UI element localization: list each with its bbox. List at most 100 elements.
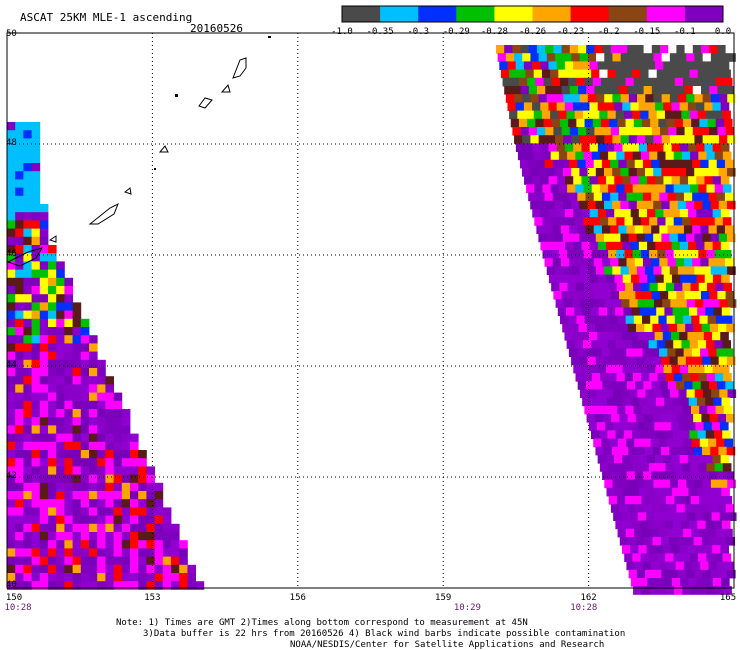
data-cell: [7, 220, 16, 229]
data-cell: [146, 581, 155, 590]
data-cell: [648, 430, 658, 439]
data-cell: [653, 299, 663, 308]
data-cell: [628, 356, 638, 366]
data-cell: [39, 400, 49, 410]
data-cell: [698, 586, 708, 595]
data-cell: [647, 397, 657, 407]
data-cell: [640, 69, 649, 79]
data-cell: [706, 463, 716, 472]
data-cell: [558, 151, 568, 161]
data-cell: [552, 258, 562, 267]
data-cell: [677, 569, 687, 579]
data-cell: [23, 384, 32, 393]
data-cell: [15, 532, 24, 541]
data-cell: [610, 291, 620, 300]
colorbar-label: -1.0: [331, 27, 353, 37]
data-cell: [64, 376, 73, 385]
data-cell: [573, 364, 582, 374]
coastline: [6, 57, 247, 267]
data-cell: [704, 61, 713, 70]
data-cell: [97, 400, 106, 410]
data-cell: [638, 545, 648, 554]
data-cell: [594, 86, 603, 95]
data-cell: [138, 556, 147, 566]
data-cell: [579, 266, 589, 275]
data-cell: [146, 564, 155, 574]
data-cell: [620, 233, 629, 243]
data-cell: [649, 217, 658, 226]
latitude-label: 44: [6, 360, 17, 370]
data-cell: [596, 389, 605, 398]
data-cell: [675, 159, 685, 169]
data-cell: [725, 86, 735, 95]
data-cell: [622, 487, 632, 497]
data-cell: [89, 441, 98, 451]
data-cell: [56, 458, 65, 467]
data-cell: [7, 433, 16, 443]
data-cell: [556, 209, 566, 218]
data-cell: [571, 299, 581, 308]
data-swaths: [7, 45, 737, 595]
data-cell: [627, 86, 636, 95]
data-cell: [718, 569, 728, 579]
data-cell: [652, 537, 662, 546]
data-cell: [130, 556, 139, 566]
data-cell: [130, 441, 139, 451]
data-cell: [636, 356, 646, 366]
data-cell: [661, 479, 671, 489]
data-cell: [650, 77, 659, 87]
data-cell: [31, 548, 41, 557]
data-cell: [72, 523, 82, 533]
data-cell: [575, 373, 585, 382]
data-cell: [179, 573, 188, 582]
data-cell: [583, 282, 593, 292]
data-cell: [659, 159, 668, 169]
data-cell: [504, 86, 513, 95]
data-cell: [72, 450, 82, 459]
data-cell: [690, 463, 699, 472]
data-cell: [663, 209, 673, 218]
data-cell: [675, 225, 685, 234]
data-cell: [651, 127, 661, 136]
data-cell: [686, 569, 695, 579]
data-cell: [577, 291, 587, 300]
data-cell: [573, 61, 582, 70]
data-cell: [39, 236, 49, 246]
data-cell: [688, 241, 697, 251]
data-cell: [15, 523, 24, 533]
data-cell: [7, 474, 16, 484]
data-cell: [138, 450, 147, 459]
data-cell: [512, 45, 521, 54]
data-cell: [667, 348, 676, 357]
data-cell: [113, 540, 123, 549]
data-cell: [23, 318, 32, 328]
data-cell: [89, 450, 98, 459]
data-cell: [692, 381, 702, 390]
data-cell: [697, 69, 707, 79]
data-cell: [56, 425, 65, 434]
data-cell: [708, 159, 718, 169]
data-cell: [130, 564, 139, 574]
data-cell: [48, 376, 57, 385]
data-cell: [89, 499, 98, 508]
data-cell: [48, 548, 57, 557]
data-cell: [725, 414, 735, 423]
data-cell: [538, 94, 548, 103]
data-cell: [48, 384, 57, 393]
data-cell: [710, 479, 720, 489]
data-cell: [727, 479, 736, 489]
data-cell: [638, 143, 648, 152]
data-cell: [105, 392, 114, 402]
data-cell: [600, 77, 610, 87]
data-cell: [15, 212, 24, 221]
data-cell: [641, 282, 650, 292]
data-cell: [680, 520, 690, 530]
data-cell: [712, 176, 722, 185]
data-cell: [48, 441, 57, 451]
data-cell: [576, 77, 585, 87]
data-cell: [571, 356, 580, 366]
data-cell: [688, 364, 697, 374]
data-cell: [113, 515, 123, 525]
data-cell: [113, 425, 123, 434]
data-cell: [705, 430, 715, 439]
